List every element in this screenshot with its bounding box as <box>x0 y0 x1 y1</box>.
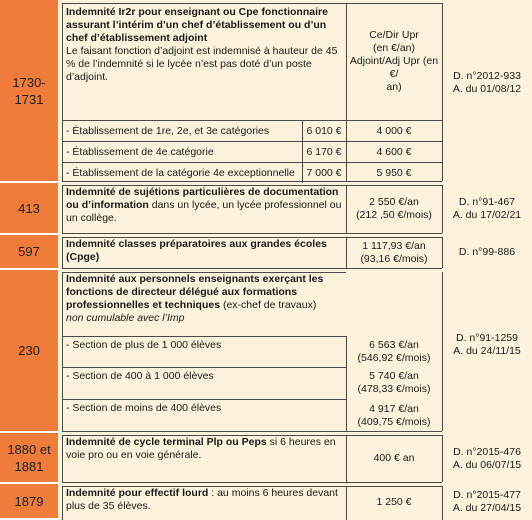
grid-line <box>62 233 442 234</box>
sub-row-value-head: 7 000 € <box>306 167 342 179</box>
grid-line <box>62 3 63 181</box>
row-code: 230 <box>0 270 58 433</box>
row-detail: : au moins 6 heures devant plus de 35 él… <box>66 487 338 512</box>
grid-line <box>62 272 63 431</box>
row-title: Indemnité de cycle terminal Plp ou Peps <box>66 436 267 448</box>
grid-line <box>346 336 347 431</box>
sub-row-label: - Section de plus de 1 000 élèves <box>66 339 222 351</box>
row-code: 1879 <box>0 484 58 520</box>
grid-line <box>442 237 443 268</box>
grid-line <box>62 399 346 400</box>
row-description: Indemnité aux personnels enseignants exe… <box>62 270 346 336</box>
sub-row-value: 4 917 €/an (409,75 €/mois) <box>357 402 431 428</box>
row-amount: 2 550 €/an (212 ,50 €/mois) <box>356 196 432 221</box>
row-description: Indemnité classes préparatoires aux gran… <box>62 235 346 270</box>
grid-line <box>346 237 347 268</box>
sub-row-value-adjoint: 4 600 € <box>376 146 412 158</box>
grid-line <box>62 268 442 269</box>
sub-row-label: - Section de 400 à 1 000 élèves <box>66 370 214 382</box>
sub-row-value-adjoint: 5 950 € <box>376 167 412 179</box>
row-reference: D. n°91-1259 A. du 24/11/15 <box>453 332 521 357</box>
row-description: Indemnité Ir2r pour enseignant ou Cpe fo… <box>62 3 346 120</box>
sub-row-label: - Établissement de la catégorie 4e excep… <box>66 166 295 179</box>
row-code: 597 <box>0 235 58 270</box>
grid-line <box>62 486 442 487</box>
row-reference: D. n°91-467 A. du 17/02/21 <box>452 196 522 221</box>
row-reference: D. n°2015-477 A. du 27/04/15 <box>452 489 522 514</box>
grid-line <box>62 141 442 142</box>
grid-line <box>442 486 443 520</box>
grid-line <box>62 120 442 121</box>
grid-line <box>442 3 443 181</box>
row-detail: (ex-chef de travaux) <box>220 299 317 311</box>
grid-line <box>62 3 442 4</box>
row-detail: dans un lycée, un lycée professionnel ou… <box>66 199 342 224</box>
row-code: 413 <box>0 183 58 235</box>
grid-line <box>62 482 442 483</box>
row-title: Indemnité classes préparatoires aux gran… <box>66 238 327 263</box>
row-description: Indemnité de sujétions particulières de … <box>62 183 346 235</box>
row-description: Indemnité de cycle terminal Plp ou Peps … <box>62 433 346 484</box>
row-note: non cumulable avec l’Imp <box>66 312 185 324</box>
row-detail: si 6 heures en voie pro ou en voie génér… <box>66 436 336 461</box>
row-amount: 400 € an <box>373 452 415 464</box>
sub-row-value: 5 740 €/an (478,33 €/mois) <box>357 370 431 395</box>
grid-line <box>62 435 63 482</box>
row-title: Indemnité aux personnels enseignants exe… <box>66 273 324 311</box>
grid-line <box>442 185 443 233</box>
row-title: Indemnité Ir2r pour enseignant ou Cpe fo… <box>66 6 328 44</box>
row-amount: Ce/Dir Upr (en €/an) Adjoint/Adj Upr (en… <box>349 29 439 93</box>
row-title: Indemnité pour effectif lourd <box>66 487 209 499</box>
row-background <box>58 433 532 484</box>
row-background <box>58 0 532 183</box>
sub-row-label: - Établissement de 1re, 2e, et 3e catégo… <box>66 124 270 137</box>
sub-row-value: 6 563 €/an (546,92 €/mois) <box>357 339 431 364</box>
grid-line <box>346 435 347 482</box>
sub-row-value-head: 6 170 € <box>306 146 342 158</box>
grid-line <box>62 237 442 238</box>
grid-line <box>62 185 63 233</box>
grid-line <box>346 486 347 520</box>
grid-line <box>346 185 347 233</box>
row-background <box>58 183 532 235</box>
grid-line <box>442 435 443 482</box>
row-description: Indemnité pour effectif lourd : au moins… <box>62 484 346 520</box>
sub-row-label: - Établissement de 4e catégorie <box>66 145 214 158</box>
grid-line <box>62 486 63 520</box>
row-note: Le faisant fonction d’adjoint est indemn… <box>66 45 338 83</box>
row-code: 1730- 1731 <box>0 0 58 183</box>
grid-line <box>62 435 442 436</box>
grid-line <box>302 121 303 183</box>
grid-line <box>62 162 442 163</box>
grid-line <box>62 272 346 273</box>
sub-row-label: - Section de moins de 400 élèves <box>66 402 222 414</box>
sub-row-value-adjoint: 4 000 € <box>376 125 412 137</box>
grid-line <box>62 431 442 432</box>
row-background <box>58 270 532 433</box>
grid-line <box>346 3 347 181</box>
grid-line <box>62 367 346 368</box>
sub-row-value-head: 6 010 € <box>306 125 342 137</box>
row-reference: D. n°2012-933 A. du 01/08/12 <box>452 70 522 95</box>
grid-line <box>62 237 63 268</box>
grid-line <box>62 181 442 182</box>
row-amount: 1 250 € <box>376 495 412 508</box>
row-background <box>58 484 532 520</box>
row-title: Indemnité de sujétions particulières de … <box>66 186 339 211</box>
grid-line <box>62 185 442 186</box>
row-background <box>58 235 532 270</box>
row-reference: D. n°2015-476 A. du 06/07/15 <box>452 445 522 471</box>
row-reference: D. n°99-886 <box>458 246 516 258</box>
grid-line <box>62 336 346 337</box>
row-amount: 1 117,93 €/an (93,16 €/mois) <box>360 239 428 265</box>
grid-line <box>442 272 443 431</box>
row-code: 1880 et 1881 <box>0 433 58 484</box>
